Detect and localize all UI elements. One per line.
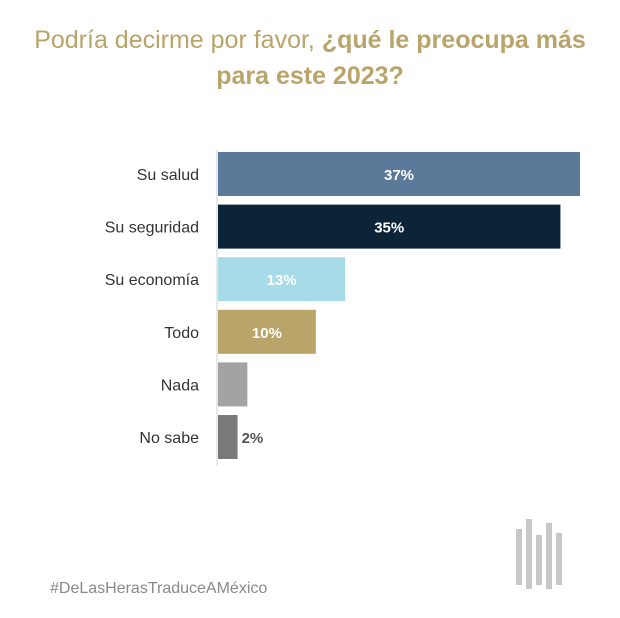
bar xyxy=(218,257,346,302)
chart-title: Podría decirme por favor, ¿qué le preocu… xyxy=(0,22,620,94)
category-label: Su seguridad xyxy=(105,220,199,237)
bar xyxy=(218,362,248,407)
title-part-2: ¿qué le preocupa más xyxy=(321,26,586,54)
bar xyxy=(218,152,580,196)
data-label: 35% xyxy=(374,220,404,237)
data-label: 37% xyxy=(384,167,414,184)
data-label: 3% xyxy=(251,377,273,394)
bar xyxy=(218,204,561,249)
title-line-2: para este 2023? xyxy=(216,62,404,90)
data-label: 13% xyxy=(267,272,297,289)
title-part-1: Podría decirme por favor, xyxy=(34,26,322,54)
data-label: 2% xyxy=(242,430,264,447)
data-label: 10% xyxy=(252,325,282,342)
bar xyxy=(218,309,316,354)
category-label: Todo xyxy=(164,325,199,342)
title-line-1: Podría decirme por favor, ¿qué le preocu… xyxy=(0,22,620,58)
category-label: Su salud xyxy=(137,167,199,184)
category-label: Nada xyxy=(161,377,199,394)
bar xyxy=(218,415,238,459)
brand-logo-icon xyxy=(516,519,562,589)
hashtag-footer: #DeLasHerasTraduceAMéxico xyxy=(50,580,268,597)
category-label: No sabe xyxy=(139,430,199,447)
category-label: Su economía xyxy=(105,272,199,289)
